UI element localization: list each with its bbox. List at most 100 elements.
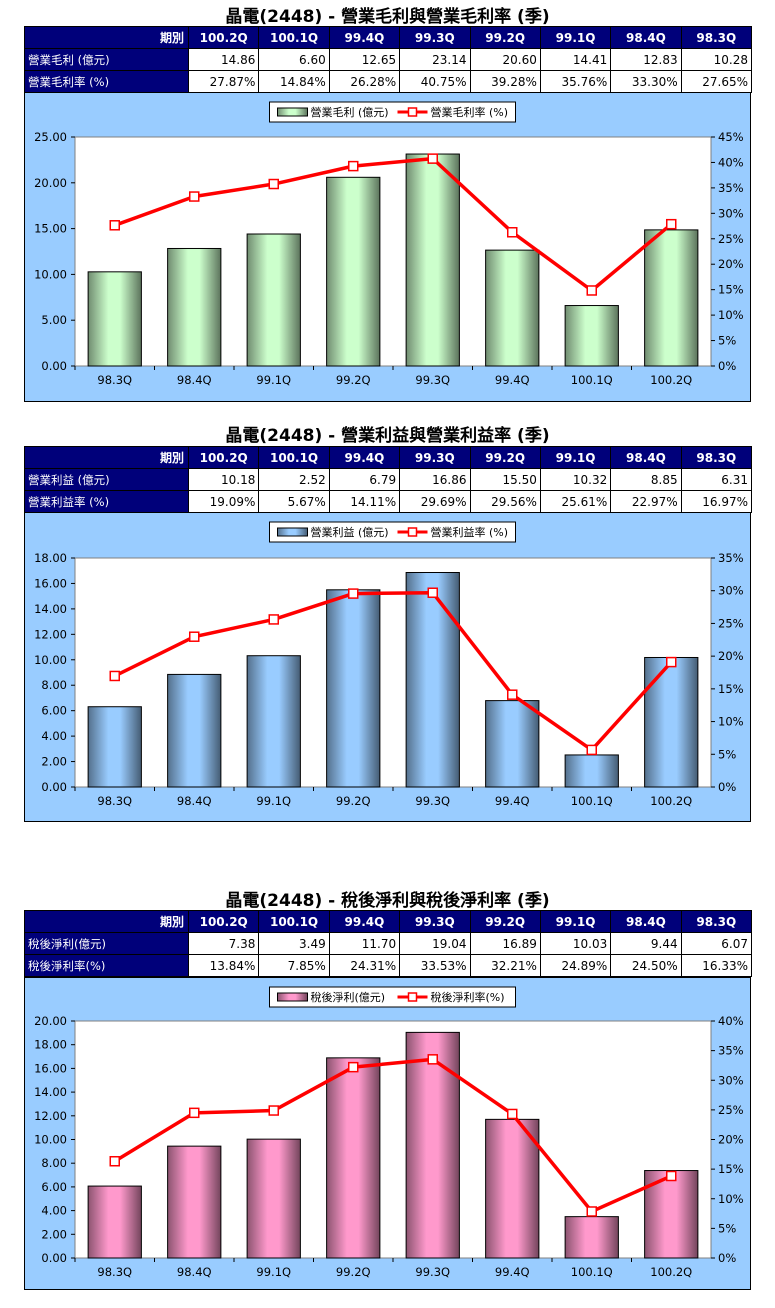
- period-header: 98.4Q: [610, 910, 682, 933]
- left-tick-label: 18.00: [34, 551, 67, 565]
- bar: [564, 305, 619, 367]
- left-tick-label: 2.00: [41, 1227, 67, 1241]
- period-header: 100.2Q: [187, 26, 260, 49]
- line-series: [114, 156, 673, 293]
- right-tick-label: 5%: [718, 747, 736, 761]
- table-cell: 13.84%: [187, 954, 260, 977]
- header-label: 期別: [24, 910, 189, 933]
- left-tick-label: 8.00: [41, 1156, 67, 1170]
- table-cell: 35.76%: [539, 70, 612, 93]
- period-header: 98.4Q: [610, 26, 682, 49]
- left-tick-label: 6.00: [41, 704, 67, 718]
- line-marker: [268, 614, 279, 625]
- chart-gross-profit: 0.00 5.00 10.00 15.00 20.00 25.00 0% 5% 10% 15% 20…: [24, 92, 751, 402]
- right-tick-label: 35%: [718, 551, 744, 565]
- legend: 營業利益 (億元) 營業利益率 (%): [269, 521, 516, 543]
- period-header: 100.2Q: [187, 446, 260, 469]
- period-header: 98.4Q: [610, 446, 682, 469]
- table-header-row: 期別 100.2Q 100.1Q 99.4Q 99.3Q 99.2Q 99.1Q…: [24, 26, 753, 49]
- x-tick-label: 98.4Q: [177, 1265, 212, 1279]
- legend-bar-label: 營業毛利 (億元): [311, 106, 389, 119]
- legend-line-label: 稅後淨利率(%): [431, 990, 505, 1004]
- left-tick-label: 14.00: [34, 1085, 67, 1099]
- bar: [246, 233, 301, 367]
- bar: [644, 656, 699, 788]
- right-tick-label: 25%: [718, 232, 744, 246]
- right-tick-label: 25%: [718, 1103, 744, 1117]
- right-tick-label: 45%: [718, 130, 744, 144]
- chart-svg: 0.00 2.00 4.00 6.00 8.00 10.00 12.00 14.00 16.00…: [24, 512, 751, 822]
- table-cell: 29.69%: [399, 490, 471, 513]
- table-header-row: 期別 100.2Q 100.1Q 99.4Q 99.3Q 99.2Q 99.1Q…: [24, 446, 753, 469]
- bar: [485, 249, 540, 367]
- line-series: [113, 590, 673, 752]
- x-tick-label: 98.4Q: [177, 373, 212, 387]
- bar: [246, 1138, 301, 1259]
- legend-line-marker: [407, 992, 418, 1002]
- x-tick-label: 99.4Q: [495, 1265, 530, 1279]
- bar: [326, 176, 381, 367]
- legend-line-label: 營業毛利率 (%): [431, 105, 509, 119]
- legend-bar-swatch: [277, 107, 308, 117]
- line-marker: [427, 587, 438, 598]
- table-cell: 25.61%: [539, 490, 612, 513]
- period-header: 99.2Q: [469, 446, 541, 469]
- right-tick-label: 0%: [718, 359, 736, 373]
- table-cell: 6.60: [258, 48, 330, 71]
- right-tick-label: 30%: [718, 584, 744, 598]
- left-tick-label: 12.00: [34, 627, 67, 641]
- period-header: 98.3Q: [680, 26, 753, 49]
- table-cell: 16.33%: [680, 954, 753, 977]
- legend-box: [269, 986, 516, 1008]
- right-tick-label: 5%: [718, 334, 736, 348]
- period-header: 100.1Q: [258, 446, 330, 469]
- period-header: 99.2Q: [469, 26, 541, 49]
- table-cell: 2.52: [258, 468, 330, 491]
- period-header: 99.1Q: [539, 910, 612, 933]
- x-tick-label: 100.2Q: [650, 794, 692, 808]
- legend-box: [269, 521, 516, 543]
- table-cell: 24.89%: [539, 954, 612, 977]
- line-marker: [189, 191, 200, 202]
- left-tick-label: 12.00: [34, 1109, 67, 1123]
- period-header: 99.2Q: [469, 910, 541, 933]
- left-tick-label: 0.00: [41, 1251, 67, 1265]
- line-marker: [427, 153, 438, 164]
- table-cell: 16.86: [399, 468, 471, 491]
- left-tick-label: 0.00: [41, 780, 67, 794]
- line-marker: [507, 1108, 518, 1120]
- right-tick-label: 20%: [718, 1133, 744, 1147]
- table-cell: 15.50: [469, 468, 541, 491]
- table-cell: 10.28: [680, 48, 753, 71]
- right-tick-label: 35%: [718, 181, 744, 195]
- row-label: 營業毛利 (億元): [24, 48, 189, 71]
- right-tick-label: 40%: [718, 155, 744, 169]
- line-marker: [348, 1061, 359, 1073]
- bar: [564, 754, 619, 788]
- x-tick-label: 99.2Q: [336, 373, 371, 387]
- table-cell: 12.65: [328, 48, 401, 71]
- line-marker: [666, 1170, 677, 1182]
- x-tick-label: 99.2Q: [336, 794, 371, 808]
- period-header: 99.1Q: [539, 446, 612, 469]
- bar: [405, 572, 460, 788]
- table-row: 營業毛利 (億元) 14.86 6.60 12.65 23.14 20.60 1…: [24, 48, 753, 71]
- table-cell: 29.56%: [469, 490, 541, 513]
- line-marker: [348, 160, 359, 172]
- right-tick-label: 0%: [718, 1251, 736, 1265]
- x-tick-label: 100.2Q: [650, 373, 692, 387]
- line-marker: [666, 218, 677, 230]
- right-tick-label: 15%: [718, 283, 744, 297]
- period-header: 98.3Q: [680, 446, 753, 469]
- period-header: 99.4Q: [328, 910, 401, 933]
- legend: 稅後淨利(億元) 稅後淨利率(%): [269, 986, 516, 1008]
- left-tick-label: 0.00: [41, 359, 67, 373]
- bar: [405, 1031, 460, 1259]
- legend-line-marker: [407, 107, 418, 117]
- section-title: 晶電(2448) - 營業毛利與營業毛利率 (季): [225, 7, 550, 27]
- table-cell: 10.03: [539, 932, 612, 955]
- left-tick-label: 2.00: [41, 755, 67, 769]
- bar: [485, 700, 540, 788]
- left-tick-label: 10.00: [34, 653, 67, 667]
- table-cell: 6.79: [328, 468, 401, 491]
